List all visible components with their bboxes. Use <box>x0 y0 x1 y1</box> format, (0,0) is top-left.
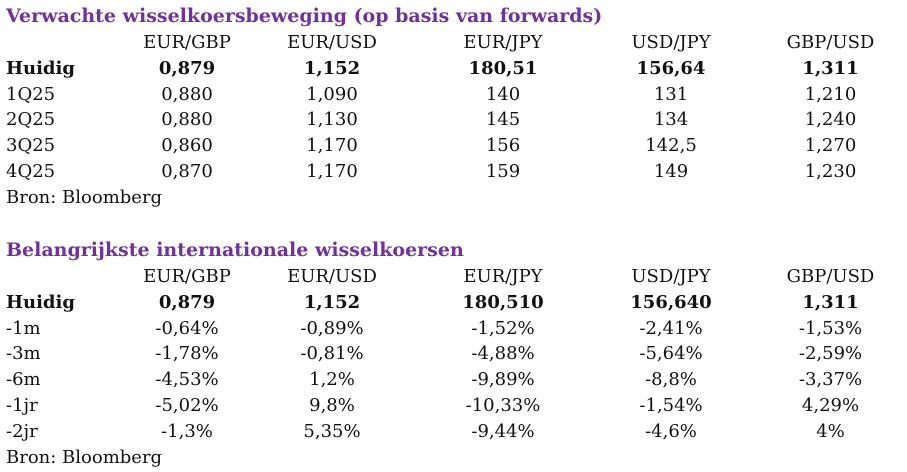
table-cell: 1,170 <box>306 160 358 182</box>
forwards-row-3q25: 3Q25 0,860 1,170 156 142,5 1,270 <box>0 133 907 159</box>
table-cell: -2,41% <box>639 317 703 339</box>
table-cell: 180,51 <box>468 57 538 79</box>
forwards-header-gbpusd: GBP/USD <box>786 32 875 53</box>
table-cell: -3,37% <box>798 369 863 391</box>
table-cell: -2,59% <box>798 343 863 365</box>
rates-row-6m: -6m -4,53% 1,2% -9,89% -8,8% -3,37% <box>0 367 907 393</box>
rates-header-row: EUR/GBP EUR/USD EUR/JPY USD/JPY GBP/USD <box>0 264 907 290</box>
table-cell: 1,270 <box>804 135 857 157</box>
rates-row-2jr: -2jr -1,3% 5,35% -9,44% -4,6% 4% <box>0 419 907 445</box>
table-cell: 1,170 <box>306 135 358 157</box>
table-cell: 131 <box>653 83 689 105</box>
table-cell: -0,64% <box>155 317 219 339</box>
table-cell: -9,89% <box>471 369 535 391</box>
table-cell: -4,6% <box>645 420 697 442</box>
forwards-section: Verwachte wisselkoersbeweging (op basis … <box>0 2 907 211</box>
table-cell: -8,8% <box>645 369 697 391</box>
rates-title: Belangrijkste internationale wisselkoers… <box>6 239 464 261</box>
table-cell: -4,53% <box>155 369 219 391</box>
table-cell: 1,311 <box>802 291 859 313</box>
table-cell: 1,2% <box>309 369 355 391</box>
rates-row-1jr: -1jr -5,02% 9,8% -10,33% -1,54% 4,29% <box>0 393 907 419</box>
table-cell: 180,510 <box>462 291 544 313</box>
forwards-row-2q25: 2Q25 0,880 1,130 145 134 1,240 <box>0 107 907 133</box>
rates-row-3m: -3m -1,78% -0,81% -4,88% -5,64% -2,59% <box>0 341 907 367</box>
table-cell: -4,88% <box>471 343 535 365</box>
table-cell: 145 <box>485 109 521 131</box>
table-cell: 1,152 <box>303 57 361 79</box>
table-cell: -1,78% <box>155 343 219 365</box>
table-cell: 149 <box>653 160 689 182</box>
rates-source: Bron: Bloomberg <box>6 446 163 468</box>
rates-header-gbpusd: GBP/USD <box>786 266 875 287</box>
forwards-row-1q25: 1Q25 0,880 1,090 140 131 1,210 <box>0 82 907 108</box>
table-cell: 156 <box>485 135 521 157</box>
rates-header-blank <box>0 264 128 290</box>
table-cell: 159 <box>485 160 521 182</box>
table-cell: 0,879 <box>158 291 216 313</box>
table-cell: 0,860 <box>161 135 213 157</box>
table-cell: -1,54% <box>639 394 703 416</box>
table-cell: 134 <box>653 109 689 131</box>
forwards-header-row: EUR/GBP EUR/USD EUR/JPY USD/JPY GBP/USD <box>0 30 907 56</box>
table-cell: -0,89% <box>300 317 364 339</box>
table-cell: 140 <box>485 83 521 105</box>
table-cell: 1,130 <box>306 109 358 131</box>
table-cell: 1,090 <box>306 83 358 105</box>
forwards-header-eurusd: EUR/USD <box>287 32 377 53</box>
row-label: 3Q25 <box>6 135 56 157</box>
table-cell: 4% <box>816 420 845 442</box>
table-cell: 142,5 <box>645 135 697 157</box>
table-cell: 1,210 <box>804 83 857 105</box>
row-label: -1jr <box>6 394 38 416</box>
row-label: Huidig <box>6 291 75 313</box>
table-cell: -5,64% <box>639 343 703 365</box>
row-label: -1m <box>6 317 41 339</box>
table-cell: -0,81% <box>300 343 364 365</box>
forwards-header-eurjpy: EUR/JPY <box>463 32 543 53</box>
table-cell: 1,240 <box>804 109 857 131</box>
table-cell: 4,29% <box>801 394 860 416</box>
forwards-row-4q25: 4Q25 0,870 1,170 159 149 1,230 <box>0 159 907 185</box>
row-label: -3m <box>6 343 41 365</box>
table-cell: -1,3% <box>161 420 213 442</box>
row-label: -2jr <box>6 420 38 442</box>
table-cell: -10,33% <box>465 394 541 416</box>
table-cell: 5,35% <box>303 420 361 442</box>
row-label: 2Q25 <box>6 109 56 131</box>
table-cell: -1,52% <box>471 317 535 339</box>
table-cell: 0,870 <box>161 160 213 182</box>
row-label: 1Q25 <box>6 83 56 105</box>
row-label: 4Q25 <box>6 160 56 182</box>
table-cell: 1,152 <box>303 291 361 313</box>
table-cell: 0,880 <box>161 109 213 131</box>
rates-row-huidig: Huidig 0,879 1,152 180,510 156,640 1,311 <box>0 290 907 316</box>
forwards-title: Verwachte wisselkoersbeweging (op basis … <box>6 5 603 27</box>
table-cell: 0,880 <box>161 83 213 105</box>
table-cell: 1,311 <box>802 57 859 79</box>
rates-section: Belangrijkste internationale wisselkoers… <box>0 236 907 471</box>
row-label: -6m <box>6 369 41 391</box>
forwards-header-usdjpy: USD/JPY <box>631 32 711 53</box>
table-cell: 9,8% <box>309 394 355 416</box>
forwards-header-eurgbp: EUR/GBP <box>143 32 231 53</box>
table-cell: -1,53% <box>798 317 863 339</box>
rates-header-eurgbp: EUR/GBP <box>143 266 231 287</box>
forwards-header-blank <box>0 30 128 56</box>
forwards-row-huidig: Huidig 0,879 1,152 180,51 156,64 1,311 <box>0 56 907 82</box>
table-cell: 1,230 <box>804 160 857 182</box>
rates-row-1m: -1m -0,64% -0,89% -1,52% -2,41% -1,53% <box>0 316 907 342</box>
table-cell: -9,44% <box>471 420 535 442</box>
table-cell: 156,64 <box>636 57 706 79</box>
rates-header-eurjpy: EUR/JPY <box>463 266 543 287</box>
rates-header-eurusd: EUR/USD <box>287 266 377 287</box>
rates-header-usdjpy: USD/JPY <box>631 266 711 287</box>
row-label: Huidig <box>6 57 75 79</box>
forwards-source: Bron: Bloomberg <box>6 186 163 208</box>
table-cell: 0,879 <box>158 57 216 79</box>
table-cell: 156,640 <box>630 291 712 313</box>
table-cell: -5,02% <box>155 394 219 416</box>
